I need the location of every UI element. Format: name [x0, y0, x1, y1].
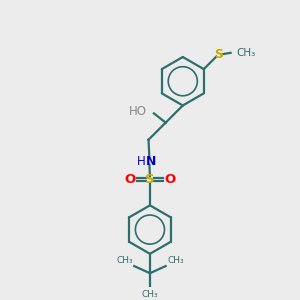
Text: CH₃: CH₃ [167, 256, 184, 265]
Text: H: H [137, 154, 146, 168]
Text: S: S [145, 173, 155, 186]
Text: HO: HO [129, 105, 147, 119]
Text: N: N [146, 154, 156, 168]
Text: S: S [214, 48, 223, 61]
Text: O: O [124, 173, 135, 186]
Text: CH₃: CH₃ [116, 256, 133, 265]
Text: O: O [165, 173, 176, 186]
Text: CH₃: CH₃ [236, 48, 256, 58]
Text: CH₃: CH₃ [142, 290, 158, 299]
